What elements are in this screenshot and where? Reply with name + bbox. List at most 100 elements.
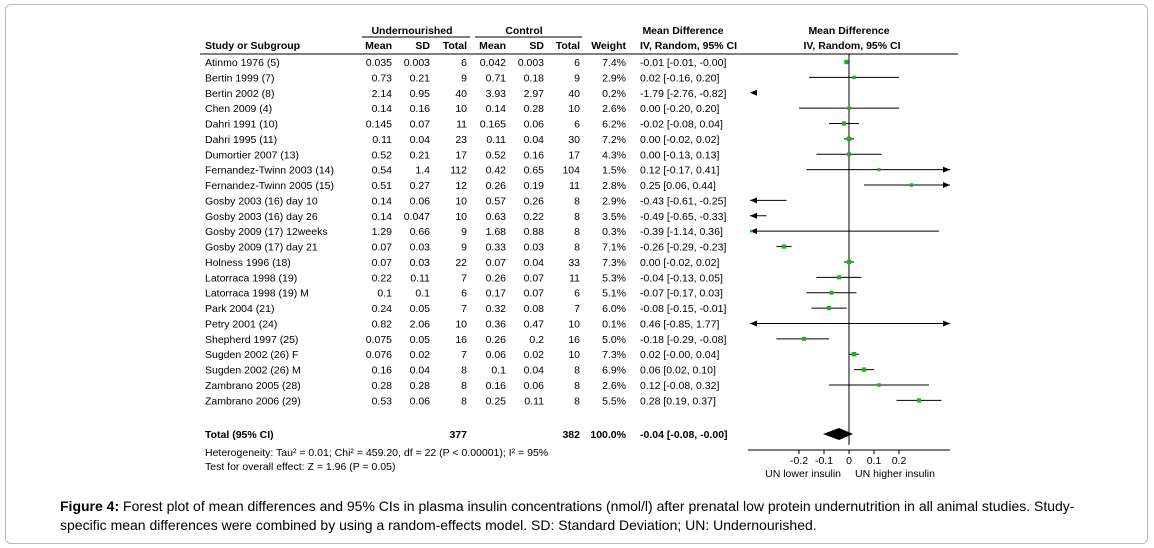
mean1-cell: 0.52 xyxy=(372,149,393,161)
weight-cell: 0.3% xyxy=(602,226,626,238)
sd2-cell: 0.03 xyxy=(524,242,545,254)
total2-cell: 6 xyxy=(574,119,580,131)
mean2-cell: 0.32 xyxy=(486,303,507,315)
ci-cell: -0.18 [-0.29, -0.08] xyxy=(640,334,726,346)
mean2-cell: 0.165 xyxy=(480,119,506,131)
pooled-diamond xyxy=(823,428,853,440)
col-header-mean1: Mean xyxy=(365,40,392,52)
sd1-cell: 0.28 xyxy=(410,380,431,392)
mean1-cell: 0.14 xyxy=(372,211,393,223)
total2-cell: 17 xyxy=(568,149,580,161)
total2-cell: 8 xyxy=(574,211,580,223)
header-undernourished: Undernourished xyxy=(371,25,452,37)
total2-cell: 10 xyxy=(568,318,580,330)
sd2-cell: 0.19 xyxy=(524,180,545,192)
sd2-cell: 0.18 xyxy=(524,72,545,84)
weight-cell: 5.5% xyxy=(602,395,626,407)
col-header-weight: Weight xyxy=(591,40,626,52)
figure-frame xyxy=(5,4,1148,544)
sd2-cell: 0.2 xyxy=(529,334,544,346)
mean2-cell: 0.26 xyxy=(486,272,507,284)
mean1-cell: 0.16 xyxy=(372,365,393,377)
sd2-cell: 0.28 xyxy=(524,103,545,115)
sd2-cell: 0.11 xyxy=(524,395,544,407)
sd1-cell: 0.06 xyxy=(410,395,431,407)
sd2-cell: 0.04 xyxy=(524,134,545,146)
study-name: Petry 2001 (24) xyxy=(205,318,277,330)
mean2-cell: 0.14 xyxy=(486,103,507,115)
weight-cell: 6.2% xyxy=(602,119,626,131)
mean1-cell: 0.11 xyxy=(372,134,392,146)
study-name: Dumortier 2007 (13) xyxy=(205,149,299,161)
ci-cell: -0.39 [-1.14, 0.36] xyxy=(640,226,723,238)
col-header-total2: Total xyxy=(556,40,580,52)
mean1-cell: 0.145 xyxy=(366,119,392,131)
mean1-cell: 1.29 xyxy=(372,226,393,238)
x-tick-label: 0 xyxy=(846,455,852,467)
total2-cell: 8 xyxy=(574,395,580,407)
total1-cell: 11 xyxy=(456,119,467,131)
total1-cell: 9 xyxy=(461,226,467,238)
weight-cell: 0.2% xyxy=(602,88,626,100)
effect-marker xyxy=(829,290,834,295)
total1-cell: 7 xyxy=(461,349,467,361)
study-name: Holness 1996 (18) xyxy=(205,257,291,269)
ci-cell: 0.02 [-0.00, 0.04] xyxy=(640,349,719,361)
study-name: Fernandez-Twinn 2005 (15) xyxy=(205,180,334,192)
effect-marker xyxy=(847,106,851,110)
study-name: Bertin 1999 (7) xyxy=(205,72,274,84)
total1-cell: 17 xyxy=(455,149,467,161)
col-header-study: Study or Subgroup xyxy=(205,40,300,52)
mean2-cell: 0.16 xyxy=(486,380,507,392)
sd2-cell: 0.06 xyxy=(524,119,545,131)
study-name: Zambrano 2005 (28) xyxy=(205,380,301,392)
total-n1: 377 xyxy=(449,429,467,441)
study-name: Bertin 2002 (8) xyxy=(205,88,274,100)
effect-marker xyxy=(844,59,849,65)
ci-arrow-left xyxy=(750,212,757,219)
total2-cell: 9 xyxy=(574,72,580,84)
total1-cell: 12 xyxy=(455,180,467,192)
sd2-cell: 0.003 xyxy=(518,57,544,69)
mean1-cell: 0.075 xyxy=(366,334,392,346)
ci-cell: 0.12 [-0.08, 0.32] xyxy=(640,380,719,392)
weight-cell: 6.9% xyxy=(602,365,626,377)
sd1-cell: 0.16 xyxy=(410,103,431,115)
effect-marker xyxy=(852,75,856,80)
total1-cell: 16 xyxy=(455,334,467,346)
total2-cell: 10 xyxy=(568,349,580,361)
x-tick-label: -0.1 xyxy=(815,455,833,467)
mean1-cell: 0.22 xyxy=(372,272,393,284)
mean2-cell: 0.17 xyxy=(486,288,507,300)
mean2-cell: 0.52 xyxy=(486,149,507,161)
total1-cell: 112 xyxy=(450,165,467,177)
total2-cell: 8 xyxy=(574,195,580,207)
sd1-cell: 0.07 xyxy=(410,119,431,131)
study-name: Shepherd 1997 (25) xyxy=(205,334,298,346)
sd2-cell: 0.65 xyxy=(524,165,545,177)
mean1-cell: 0.28 xyxy=(372,380,393,392)
ci-cell: 0.12 [-0.17, 0.41] xyxy=(640,165,719,177)
x-tick-label: 0.1 xyxy=(867,455,882,467)
weight-cell: 5.1% xyxy=(602,288,626,300)
study-name: Gosby 2009 (17) 12weeks xyxy=(205,226,328,238)
study-name: Sugden 2002 (26) F xyxy=(205,349,298,361)
total2-cell: 40 xyxy=(568,88,580,100)
header-md-plot: Mean Difference xyxy=(808,25,889,37)
effect-marker xyxy=(846,136,852,142)
col-header-ci-plot: IV, Random, 95% CI xyxy=(803,40,900,52)
study-name: Gosby 2009 (17) day 21 xyxy=(205,242,318,254)
ci-cell: 0.00 [-0.02, 0.02] xyxy=(640,134,719,146)
total2-cell: 104 xyxy=(562,165,580,177)
heterogeneity-text: Heterogeneity: Tau² = 0.01; Chi² = 459.2… xyxy=(205,447,548,459)
mean1-cell: 2.14 xyxy=(372,88,393,100)
weight-cell: 7.3% xyxy=(602,257,626,269)
total1-cell: 8 xyxy=(461,365,467,377)
effect-marker xyxy=(877,168,881,172)
weight-cell: 2.6% xyxy=(602,103,626,115)
axis-label-left: UN lower insulin xyxy=(765,468,841,480)
total2-cell: 11 xyxy=(569,272,580,284)
study-name: Dahri 1995 (11) xyxy=(205,134,277,146)
mean1-cell: 0.07 xyxy=(372,242,393,254)
sd1-cell: 0.05 xyxy=(410,334,431,346)
